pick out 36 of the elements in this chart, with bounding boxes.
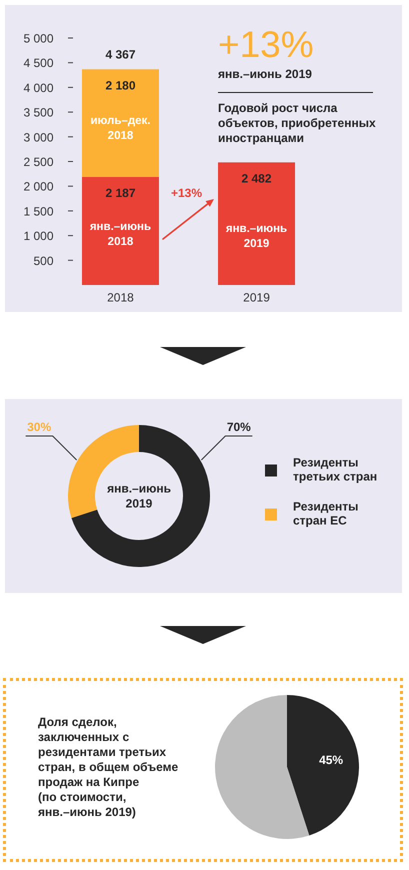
bar	[82, 69, 159, 177]
donut-slice	[71, 425, 210, 567]
data-label: 30%	[27, 420, 52, 434]
data-label: 2 482	[242, 171, 272, 186]
pie-slice	[215, 695, 310, 839]
category-label: 2019	[243, 290, 270, 304]
data-label: 2 187	[105, 186, 136, 200]
text: янв.–июнь 2019	[218, 66, 312, 82]
data-label: 70%	[226, 420, 252, 434]
legend-label: Резиденты третьих стран	[293, 456, 378, 484]
chart-title: Доля сделок, заключенных с резидентами третьих стран, в общем объеме продаж на Кипре (по стоимости, янв.–июнь 2019)	[38, 715, 178, 819]
text: янв.–июнь	[90, 221, 152, 234]
category-label: 2018	[107, 290, 134, 304]
total-label: 4 367	[105, 47, 136, 62]
legend-label: Резиденты стран ЕС	[293, 500, 358, 528]
y-tick-label: 5 000	[23, 32, 54, 46]
annotation: июль–дек. 2018	[89, 114, 152, 144]
y-tick-label: 4 500	[23, 56, 54, 70]
pie-slice	[287, 695, 359, 836]
bar	[82, 176, 159, 285]
y-tick-label: 2 500	[23, 155, 54, 169]
y-tick-label: 2 000	[23, 180, 54, 194]
y-tick-label: 1 500	[23, 204, 54, 218]
y-tick-label: 4 000	[23, 80, 54, 95]
data-label: 2 180	[105, 78, 136, 92]
y-tick-label: 500	[33, 254, 54, 268]
chart-title: +13%	[218, 22, 314, 66]
text: янв.–июнь 2019	[107, 482, 171, 510]
annotation: +13%	[171, 186, 202, 200]
y-tick-label: 1 000	[23, 229, 54, 244]
y-tick-label: 3 000	[23, 130, 54, 144]
y-tick-label: 3 500	[23, 106, 54, 120]
text: янв.–июнь	[226, 223, 288, 236]
annotation: Годовой рост числа объектов, приобретенных иностранцами	[218, 101, 377, 146]
bar	[218, 162, 296, 285]
data-label: 45%	[319, 753, 344, 768]
